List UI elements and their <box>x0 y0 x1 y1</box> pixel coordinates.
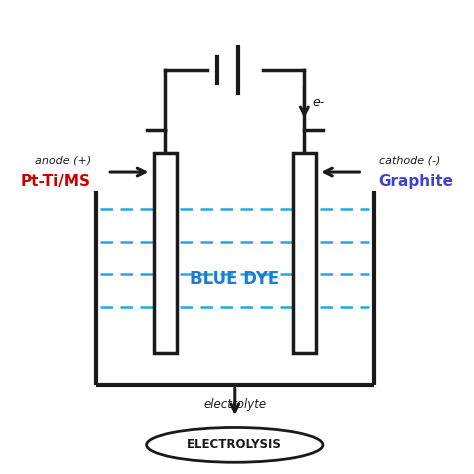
Text: cathode (-): cathode (-) <box>379 155 440 165</box>
Ellipse shape <box>146 428 323 462</box>
Text: electrolyte: electrolyte <box>203 398 266 411</box>
Text: Pt-Ti/MS: Pt-Ti/MS <box>21 174 91 189</box>
Text: e-: e- <box>313 96 325 109</box>
Bar <box>154 154 177 353</box>
Text: ELECTROLYSIS: ELECTROLYSIS <box>187 438 282 451</box>
Text: anode (+): anode (+) <box>35 155 91 165</box>
Text: Graphite: Graphite <box>379 174 454 189</box>
Text: BLUE DYE: BLUE DYE <box>190 270 279 288</box>
Bar <box>293 154 316 353</box>
